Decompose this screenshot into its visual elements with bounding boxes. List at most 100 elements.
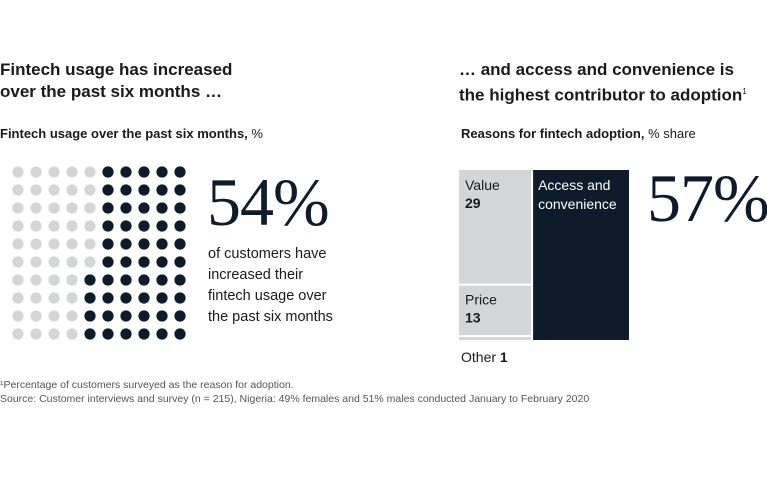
waffle-dot-filled <box>156 292 168 304</box>
waffle-dot-filled <box>138 166 150 178</box>
footnote: ¹Percentage of customers surveyed as the… <box>0 379 294 391</box>
left-headline: Fintech usage has increased over the pas… <box>0 59 300 103</box>
waffle-dot-empty <box>66 184 78 196</box>
right-big-percentage: 57% <box>647 160 767 236</box>
waffle-dot-empty <box>12 202 24 214</box>
waffle-dot-filled <box>138 184 150 196</box>
waffle-dot-filled <box>156 238 168 250</box>
mosaic-value-value: 29 <box>465 195 481 211</box>
waffle-dot-empty <box>12 238 24 250</box>
waffle-dot-filled <box>120 238 132 250</box>
right-headline: … and access and convenience is the high… <box>459 59 759 107</box>
waffle-dot-filled <box>156 274 168 286</box>
waffle-dot-filled <box>174 202 186 214</box>
waffle-dot-empty <box>12 274 24 286</box>
waffle-dot-filled <box>138 220 150 232</box>
waffle-dot-empty <box>66 292 78 304</box>
waffle-dot-filled <box>156 256 168 268</box>
waffle-dot-empty <box>30 220 42 232</box>
waffle-dot-empty <box>48 202 60 214</box>
waffle-dot-filled <box>174 292 186 304</box>
waffle-dot-grid <box>12 166 186 340</box>
waffle-dot-empty <box>66 256 78 268</box>
waffle-dot-filled <box>156 184 168 196</box>
waffle-dot-filled <box>174 166 186 178</box>
right-headline-footnote-mark: 1 <box>742 87 747 96</box>
waffle-dot-empty <box>30 274 42 286</box>
waffle-dot-filled <box>120 292 132 304</box>
waffle-dot-filled <box>120 166 132 178</box>
waffle-dot-empty <box>12 184 24 196</box>
waffle-dot-empty <box>84 166 96 178</box>
right-subtitle-text: Reasons for fintech adoption, <box>461 126 645 141</box>
waffle-dot-filled <box>102 328 114 340</box>
right-chart-subtitle: Reasons for fintech adoption, % share <box>461 126 696 142</box>
waffle-dot-filled <box>174 328 186 340</box>
right-headline-line2: the highest contributor to adoption <box>459 85 743 105</box>
waffle-dot-empty <box>48 274 60 286</box>
waffle-dot-filled <box>174 310 186 322</box>
waffle-dot-empty <box>48 184 60 196</box>
waffle-dot-filled <box>156 202 168 214</box>
left-big-percentage: 54% <box>207 164 330 240</box>
waffle-dot-filled <box>120 220 132 232</box>
waffle-dot-empty <box>30 256 42 268</box>
waffle-dot-filled <box>174 238 186 250</box>
waffle-dot-empty <box>84 256 96 268</box>
left-headline-line1: Fintech usage has increased <box>0 60 233 79</box>
waffle-dot-empty <box>12 328 24 340</box>
waffle-dot-filled <box>138 238 150 250</box>
adoption-mosaic-chart: Value 29 Price 13 Access and convenience <box>459 170 629 340</box>
left-subtitle-text: Fintech usage over the past six months, <box>0 126 248 141</box>
waffle-dot-filled <box>138 292 150 304</box>
waffle-dot-filled <box>102 220 114 232</box>
waffle-dot-empty <box>48 292 60 304</box>
waffle-dot-empty <box>30 238 42 250</box>
waffle-dot-empty <box>12 256 24 268</box>
waffle-dot-empty <box>48 238 60 250</box>
waffle-dot-empty <box>66 202 78 214</box>
other-label-text: Other <box>461 349 497 365</box>
mosaic-column-divider <box>531 170 534 340</box>
waffle-dot-filled <box>120 310 132 322</box>
waffle-dot-filled <box>102 184 114 196</box>
waffle-dot-filled <box>138 256 150 268</box>
waffle-dot-empty <box>30 292 42 304</box>
mosaic-label-value: Value <box>465 177 500 193</box>
mosaic-divider <box>459 283 533 286</box>
mosaic-segment-other <box>459 336 533 340</box>
waffle-dot-empty <box>84 202 96 214</box>
mosaic-segment-price <box>459 284 533 337</box>
mosaic-label-access-convenience-line1: Access and <box>538 177 610 193</box>
waffle-dot-empty <box>66 238 78 250</box>
waffle-dot-empty <box>48 310 60 322</box>
waffle-dot-empty <box>30 184 42 196</box>
waffle-dot-empty <box>66 328 78 340</box>
waffle-dot-filled <box>102 202 114 214</box>
waffle-dot-empty <box>66 274 78 286</box>
waffle-dot-filled <box>174 256 186 268</box>
waffle-dot-empty <box>48 328 60 340</box>
waffle-dot-filled <box>84 292 96 304</box>
waffle-dot-empty <box>30 166 42 178</box>
waffle-dot-filled <box>120 202 132 214</box>
waffle-dot-filled <box>174 274 186 286</box>
mosaic-segment-value <box>459 170 533 285</box>
waffle-dot-empty <box>12 310 24 322</box>
waffle-dot-filled <box>120 256 132 268</box>
waffle-dot-empty <box>48 166 60 178</box>
waffle-dot-filled <box>102 256 114 268</box>
waffle-dot-filled <box>84 274 96 286</box>
waffle-dot-empty <box>30 202 42 214</box>
waffle-dot-empty <box>48 256 60 268</box>
waffle-dot-empty <box>84 220 96 232</box>
waffle-dot-filled <box>120 184 132 196</box>
waffle-dot-filled <box>156 166 168 178</box>
waffle-dot-filled <box>156 328 168 340</box>
waffle-dot-empty <box>30 328 42 340</box>
waffle-dot-empty <box>66 166 78 178</box>
waffle-dot-filled <box>120 328 132 340</box>
other-label-value: 1 <box>499 349 508 365</box>
mosaic-divider <box>459 335 533 338</box>
source-note: Source: Customer interviews and survey (… <box>0 393 590 405</box>
